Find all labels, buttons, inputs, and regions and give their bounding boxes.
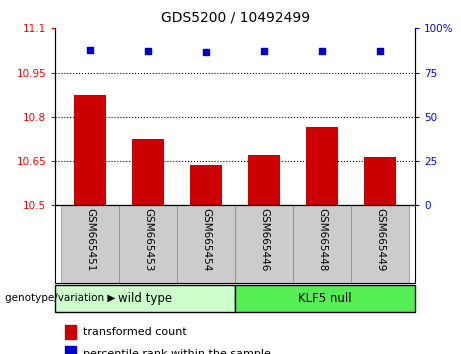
Bar: [119, 205, 177, 283]
Bar: [65, 346, 76, 354]
Text: GSM665453: GSM665453: [143, 208, 153, 271]
Text: percentile rank within the sample: percentile rank within the sample: [83, 348, 271, 354]
Point: [86, 47, 94, 52]
Bar: [65, 325, 76, 339]
Text: transformed count: transformed count: [83, 327, 187, 337]
Bar: [351, 205, 409, 283]
Point: [144, 48, 152, 54]
Bar: [235, 285, 415, 312]
Bar: [61, 205, 119, 283]
Point: [260, 48, 268, 54]
Title: GDS5200 / 10492499: GDS5200 / 10492499: [160, 10, 310, 24]
Bar: [190, 166, 222, 205]
Text: GSM665451: GSM665451: [85, 208, 95, 271]
Text: wild type: wild type: [118, 292, 172, 305]
Bar: [55, 285, 235, 312]
Point: [377, 48, 384, 54]
Text: GSM665448: GSM665448: [317, 208, 327, 271]
Bar: [248, 155, 280, 205]
Bar: [177, 205, 235, 283]
Text: GSM665454: GSM665454: [201, 208, 211, 271]
Text: genotype/variation ▶: genotype/variation ▶: [5, 293, 115, 303]
Text: KLF5 null: KLF5 null: [298, 292, 352, 305]
Bar: [306, 127, 338, 205]
Text: GSM665446: GSM665446: [259, 208, 269, 271]
Bar: [132, 139, 164, 205]
Point: [319, 48, 326, 54]
Bar: [293, 205, 351, 283]
Text: GSM665449: GSM665449: [375, 208, 385, 271]
Point: [202, 50, 210, 55]
Bar: [364, 157, 396, 205]
Bar: [74, 95, 106, 205]
Bar: [235, 205, 293, 283]
Bar: [55, 205, 415, 283]
